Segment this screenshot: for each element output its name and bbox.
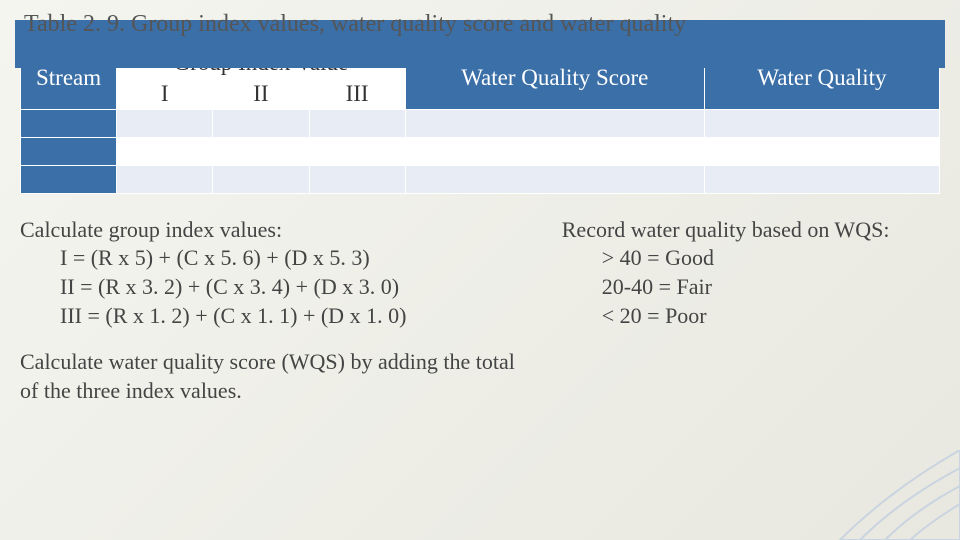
table-cell (405, 137, 704, 165)
equation-3: III = (R x 1. 2) + (C x 1. 1) + (D x 1. … (20, 302, 532, 331)
col-header-ii: II (213, 78, 309, 109)
table-cell (213, 137, 309, 165)
rule-poor: < 20 = Poor (562, 302, 940, 331)
table-cell (117, 137, 213, 165)
table-cell (405, 109, 704, 137)
left-column: Calculate group index values: I = (R x 5… (20, 216, 532, 424)
table-cell (21, 165, 117, 193)
content-row: Calculate group index values: I = (R x 5… (20, 216, 940, 424)
record-intro: Record water quality based on WQS: (562, 216, 940, 245)
col-header-i: I (117, 78, 213, 109)
table-cell (704, 109, 939, 137)
table-cell (704, 165, 939, 193)
equation-2: II = (R x 3. 2) + (C x 3. 4) + (D x 3. 0… (20, 273, 532, 302)
table-cell (21, 109, 117, 137)
rule-good: > 40 = Good (562, 244, 940, 273)
table-cell (213, 109, 309, 137)
corner-decoration (800, 450, 960, 540)
table-cell (704, 137, 939, 165)
calc-intro: Calculate group index values: (20, 216, 532, 245)
table-cell (405, 165, 704, 193)
col-header-iii: III (309, 78, 405, 109)
right-column: Record water quality based on WQS: > 40 … (562, 216, 940, 424)
table-row (21, 165, 940, 193)
table-cell (309, 165, 405, 193)
table-row (21, 137, 940, 165)
title-container: Table 2. 9. Group index values, water qu… (20, 10, 940, 39)
table-row (21, 109, 940, 137)
rule-fair: 20-40 = Fair (562, 273, 940, 302)
calc-block: Calculate group index values: I = (R x 5… (20, 216, 532, 330)
data-table: Stream Group Index Value Water Quality S… (20, 47, 940, 194)
table-cell (117, 165, 213, 193)
wqs-text: Calculate water quality score (WQS) by a… (20, 348, 532, 405)
table-cell (309, 109, 405, 137)
table-cell (213, 165, 309, 193)
equation-1: I = (R x 5) + (C x 5. 6) + (D x 5. 3) (20, 244, 532, 273)
slide: Table 2. 9. Group index values, water qu… (0, 0, 960, 540)
table-cell (21, 137, 117, 165)
table-cell (309, 137, 405, 165)
slide-title: Table 2. 9. Group index values, water qu… (20, 10, 940, 39)
table-cell (117, 109, 213, 137)
